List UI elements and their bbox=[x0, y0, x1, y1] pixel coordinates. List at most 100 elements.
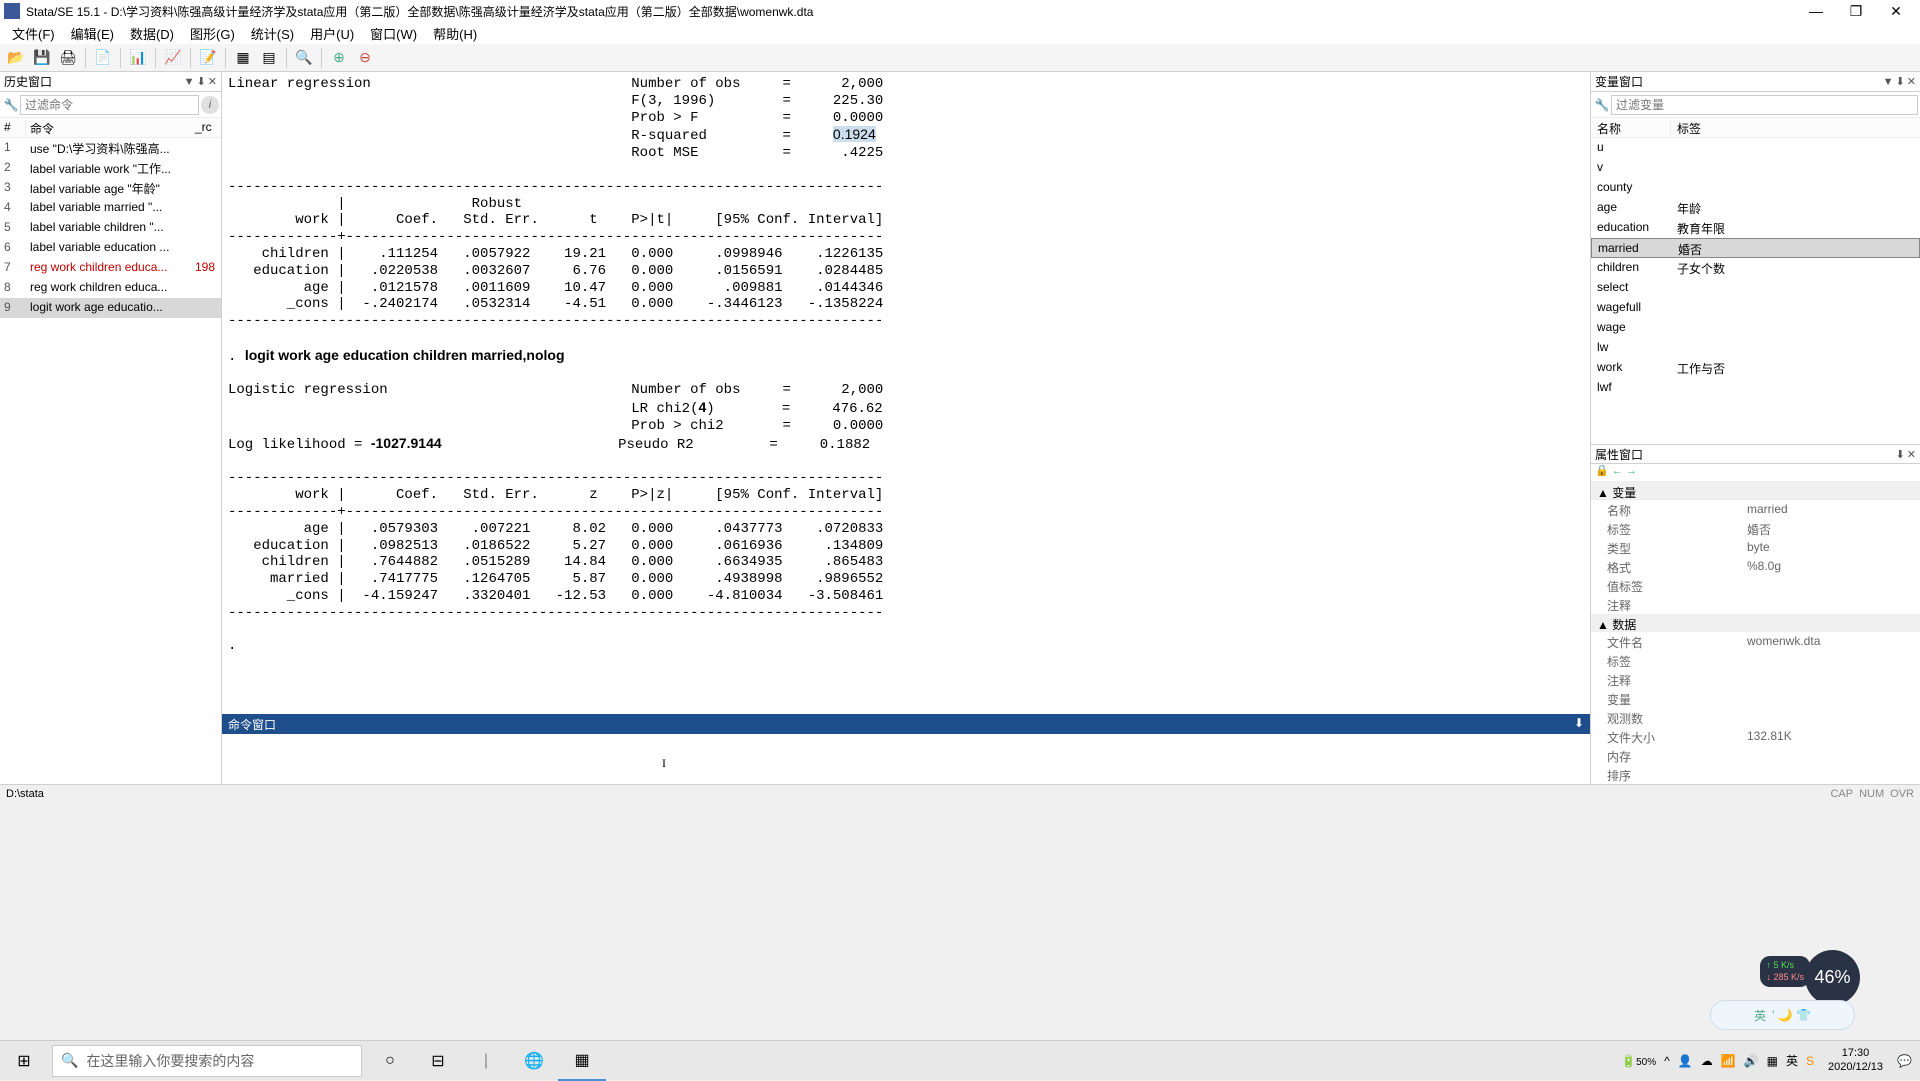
variable-row[interactable]: wagefull bbox=[1591, 298, 1920, 318]
save-icon[interactable]: 💾 bbox=[30, 46, 54, 70]
history-row[interactable]: 9logit work age educatio... bbox=[0, 298, 221, 318]
command-pin-icon[interactable]: ⬇ bbox=[1574, 716, 1584, 732]
search-placeholder: 在这里输入你要搜索的内容 bbox=[86, 1051, 254, 1071]
menu-graphics[interactable]: 图形(G) bbox=[182, 22, 243, 44]
var-close-icon[interactable]: ✕ bbox=[1907, 75, 1916, 88]
cortana-icon[interactable]: ○ bbox=[366, 1041, 414, 1081]
menu-data[interactable]: 数据(D) bbox=[122, 22, 182, 44]
history-list: 1use "D:\学习资料\陈强高...2label variable work… bbox=[0, 138, 221, 784]
status-num: NUM bbox=[1859, 788, 1884, 800]
viewer-icon[interactable]: 📊 bbox=[126, 46, 150, 70]
sogou-icon[interactable]: S bbox=[1806, 1054, 1814, 1068]
history-row[interactable]: 5label variable children "... bbox=[0, 218, 221, 238]
text-cursor: I bbox=[662, 756, 666, 771]
variable-row[interactable]: married婚否 bbox=[1591, 238, 1920, 258]
variable-row[interactable]: county bbox=[1591, 178, 1920, 198]
menu-window[interactable]: 窗口(W) bbox=[362, 22, 425, 44]
status-bar: D:\stata CAP NUM OVR bbox=[0, 784, 1920, 802]
variable-row[interactable]: wage bbox=[1591, 318, 1920, 338]
variable-row[interactable]: education教育年限 bbox=[1591, 218, 1920, 238]
properties-header: 属性窗口 ⬇ ✕ bbox=[1591, 445, 1920, 464]
variable-row[interactable]: children子女个数 bbox=[1591, 258, 1920, 278]
chrome-icon[interactable]: 🌐 bbox=[510, 1041, 558, 1081]
col-number: # bbox=[0, 118, 26, 137]
filter-icon[interactable]: ▼ bbox=[184, 76, 195, 88]
battery-icon[interactable]: 🔋50% bbox=[1621, 1054, 1656, 1068]
results-window[interactable]: Linear regression Number of obs = 2,000 … bbox=[222, 72, 1590, 714]
menu-help[interactable]: 帮助(H) bbox=[425, 22, 485, 44]
variables-filter-input[interactable] bbox=[1611, 95, 1918, 115]
history-row[interactable]: 3label variable age "年龄" bbox=[0, 178, 221, 198]
history-filter-input[interactable] bbox=[20, 95, 199, 115]
menu-user[interactable]: 用户(U) bbox=[302, 22, 362, 44]
floating-widget[interactable]: ↑ 5 K/s ↓ 285 K/s 46% 英' 🌙 👕 bbox=[1710, 950, 1860, 1030]
minimize-button[interactable]: — bbox=[1796, 0, 1836, 22]
taskbar-search[interactable]: 🔍 在这里输入你要搜索的内容 bbox=[52, 1045, 362, 1077]
property-row: 注释 bbox=[1591, 595, 1920, 614]
speed-indicator: ↑ 5 K/s ↓ 285 K/s bbox=[1760, 956, 1810, 987]
menu-file[interactable]: 文件(F) bbox=[4, 22, 63, 44]
do-file-icon[interactable]: 📝 bbox=[196, 46, 220, 70]
variable-row[interactable]: lwf bbox=[1591, 378, 1920, 398]
prop-close-icon[interactable]: ✕ bbox=[1907, 448, 1916, 461]
history-row[interactable]: 4label variable married "... bbox=[0, 198, 221, 218]
break-icon[interactable]: ⊖ bbox=[353, 46, 377, 70]
onedrive-icon[interactable]: ☁ bbox=[1701, 1054, 1713, 1068]
variable-row[interactable]: v bbox=[1591, 158, 1920, 178]
variable-row[interactable]: lw bbox=[1591, 338, 1920, 358]
percent-badge: 46% bbox=[1805, 950, 1860, 1005]
ime-tray-icon[interactable]: 英 bbox=[1786, 1052, 1798, 1069]
close-button[interactable]: ✕ bbox=[1876, 0, 1916, 22]
prev-icon[interactable]: ← bbox=[1612, 465, 1623, 477]
prop-pin-icon[interactable]: ⬇ bbox=[1896, 448, 1905, 461]
stata-taskbar-icon[interactable]: ▦ bbox=[558, 1041, 606, 1081]
variable-row[interactable]: u bbox=[1591, 138, 1920, 158]
print-icon[interactable]: 🖨 bbox=[56, 46, 80, 70]
pin-icon[interactable]: ⬇ bbox=[197, 75, 206, 88]
lock-icon[interactable]: 🔒 bbox=[1595, 465, 1609, 477]
start-button[interactable]: ⊞ bbox=[0, 1041, 48, 1081]
info-icon[interactable]: i bbox=[201, 96, 219, 114]
menu-bar: 文件(F) 编辑(E) 数据(D) 图形(G) 统计(S) 用户(U) 窗口(W… bbox=[0, 22, 1920, 44]
variable-row[interactable]: select bbox=[1591, 278, 1920, 298]
center-panel: Linear regression Number of obs = 2,000 … bbox=[222, 72, 1590, 784]
history-header: 历史窗口 ▼ ⬇ ✕ bbox=[0, 72, 221, 92]
search-icon: 🔍 bbox=[61, 1052, 78, 1069]
main-area: 历史窗口 ▼ ⬇ ✕ 🔧 i # 命令 _rc 1use "D:\学习资料\陈强… bbox=[0, 72, 1920, 784]
var-pin-icon[interactable]: ⬇ bbox=[1896, 75, 1905, 88]
history-row[interactable]: 8reg work children educa... bbox=[0, 278, 221, 298]
history-row[interactable]: 1use "D:\学习资料\陈强高... bbox=[0, 138, 221, 158]
notifications-icon[interactable]: 💬 bbox=[1897, 1054, 1912, 1068]
tray-up-icon[interactable]: ^ bbox=[1664, 1054, 1670, 1068]
volume-icon[interactable]: 🔊 bbox=[1744, 1054, 1759, 1068]
var-wrench-icon[interactable]: 🔧 bbox=[1593, 98, 1611, 112]
history-row[interactable]: 2label variable work "工作... bbox=[0, 158, 221, 178]
ime-bar[interactable]: 英' 🌙 👕 bbox=[1710, 1000, 1855, 1030]
wifi-icon[interactable]: 📶 bbox=[1721, 1054, 1736, 1068]
app-tray-icon[interactable]: ▦ bbox=[1767, 1054, 1778, 1068]
log-icon[interactable]: 📄 bbox=[91, 46, 115, 70]
open-icon[interactable]: 📂 bbox=[4, 46, 28, 70]
command-input[interactable]: I bbox=[222, 734, 1590, 784]
people-icon[interactable]: 👤 bbox=[1678, 1054, 1693, 1068]
close-panel-icon[interactable]: ✕ bbox=[208, 75, 217, 88]
more-icon[interactable]: ⊕ bbox=[327, 46, 351, 70]
history-row[interactable]: 7reg work children educa...198 bbox=[0, 258, 221, 278]
variable-row[interactable]: age年龄 bbox=[1591, 198, 1920, 218]
toolbar: 📂 💾 🖨 📄 📊 📈 📝 ▦ ▤ 🔍 ⊕ ⊖ bbox=[0, 44, 1920, 72]
clock[interactable]: 17:30 2020/12/13 bbox=[1822, 1047, 1889, 1073]
variable-row[interactable]: work工作与否 bbox=[1591, 358, 1920, 378]
graph-icon[interactable]: 📈 bbox=[161, 46, 185, 70]
history-row[interactable]: 6label variable education ... bbox=[0, 238, 221, 258]
maximize-button[interactable]: ❐ bbox=[1836, 0, 1876, 22]
data-browser-icon[interactable]: ▤ bbox=[257, 46, 281, 70]
var-filter-icon[interactable]: ▼ bbox=[1883, 76, 1894, 88]
menu-edit[interactable]: 编辑(E) bbox=[63, 22, 122, 44]
variables-icon[interactable]: 🔍 bbox=[292, 46, 316, 70]
task-view-icon[interactable]: ⊟ bbox=[414, 1041, 462, 1081]
menu-statistics[interactable]: 统计(S) bbox=[243, 22, 302, 44]
wrench-icon[interactable]: 🔧 bbox=[2, 98, 20, 112]
variables-header: 变量窗口 ▼ ⬇ ✕ bbox=[1591, 72, 1920, 92]
next-icon[interactable]: → bbox=[1626, 465, 1637, 477]
data-editor-icon[interactable]: ▦ bbox=[231, 46, 255, 70]
